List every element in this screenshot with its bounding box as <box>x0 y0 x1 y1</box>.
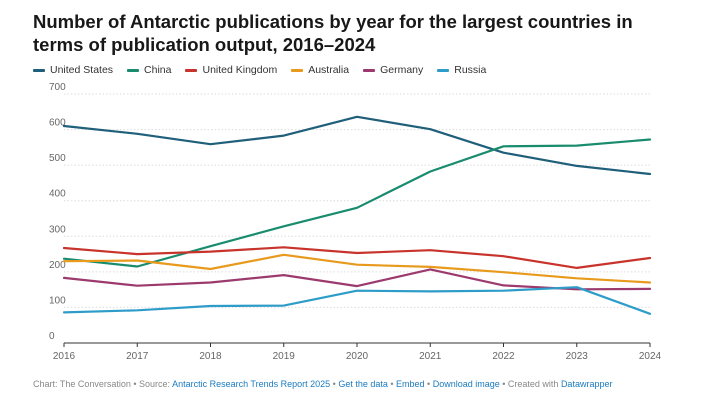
datawrapper-link[interactable]: Datawrapper <box>560 379 613 389</box>
y-tick-label: 600 <box>49 118 66 129</box>
x-tick-label: 2023 <box>566 351 589 362</box>
legend-swatch <box>185 68 198 72</box>
y-tick-label: 300 <box>49 224 66 235</box>
chart-legend: United States China United Kingdom Australi… <box>33 64 486 76</box>
legend-item-china: China <box>127 64 171 76</box>
x-tick-label: 2020 <box>346 351 369 362</box>
legend-label: China <box>144 64 172 76</box>
legend-label: Germany <box>380 64 424 76</box>
footer-sep-3: • <box>424 379 433 389</box>
legend-item-australia: Australia <box>291 64 349 76</box>
legend-item-united-kingdom: United Kingdom <box>185 64 277 76</box>
footer-created-with: • Created with <box>499 379 561 389</box>
x-tick-label: 2021 <box>419 351 442 362</box>
legend-item-germany: Germany <box>363 64 423 76</box>
legend-swatch <box>291 68 304 72</box>
series-line-australia <box>62 253 652 284</box>
chart-title: Number of Antarctic publications by year… <box>33 11 633 55</box>
y-tick-label: 100 <box>49 295 66 306</box>
x-tick-label: 2017 <box>126 351 149 362</box>
legend-label: United Kingdom <box>202 64 278 76</box>
legend-swatch <box>437 68 450 72</box>
series-line-germany <box>62 268 652 291</box>
x-tick-label: 2018 <box>199 351 222 362</box>
x-tick-label: 2024 <box>639 351 662 362</box>
y-tick-label: 0 <box>49 331 55 342</box>
x-tick-label: 2016 <box>53 351 76 362</box>
legend-item-united-states: United States <box>33 64 113 76</box>
legend-swatch <box>127 68 140 72</box>
legend-item-russia: Russia <box>437 64 486 76</box>
series-line-united-states <box>62 115 652 176</box>
y-tick-label: 400 <box>49 189 66 200</box>
legend-swatch <box>363 68 376 72</box>
legend-label: Australia <box>308 64 350 76</box>
y-tick-label: 700 <box>49 82 66 93</box>
x-tick-label: 2022 <box>492 351 515 362</box>
legend-swatch <box>33 68 45 72</box>
series-line-united-kingdom <box>62 246 652 269</box>
footer-sep-2: • <box>387 379 397 389</box>
source-link[interactable]: Antarctic Research Trends Report 2025 <box>172 379 331 389</box>
legend-label: United States <box>50 64 114 76</box>
get-data-link[interactable]: Get the data <box>338 379 388 389</box>
legend-label: Russia <box>454 64 487 76</box>
x-tick-label: 2019 <box>273 351 296 362</box>
chart-footer: Chart: The Conversation • Source: Antarc… <box>33 379 612 389</box>
series-line-russia <box>62 286 652 315</box>
y-tick-label: 200 <box>49 260 66 271</box>
footer-sep-1: • <box>330 379 339 389</box>
embed-link[interactable]: Embed <box>396 379 425 389</box>
series-line-china <box>62 138 652 268</box>
y-tick-label: 500 <box>49 153 66 164</box>
footer-prefix: Chart: The Conversation • Source: <box>33 379 173 389</box>
download-image-link[interactable]: Download image <box>432 379 500 389</box>
